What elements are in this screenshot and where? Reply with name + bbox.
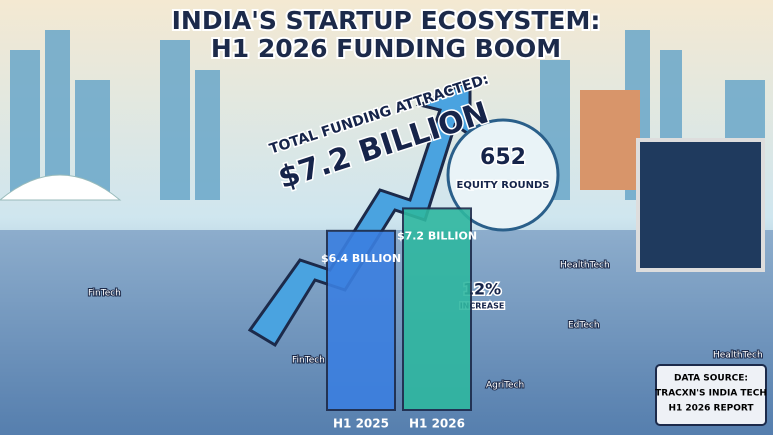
source: H1 2026 REPORT (668, 404, 754, 414)
source: DATA SOURCE: (674, 374, 748, 384)
source: TRACXN'S INDIA TECH (655, 389, 767, 399)
bar (402, 207, 472, 411)
rounds-label: EQUITY ROUNDS (457, 180, 550, 191)
sector: FinTech (292, 356, 325, 366)
screen (636, 138, 765, 272)
source-box (655, 364, 767, 426)
sector: AgriTech (486, 381, 524, 391)
rounds-badge (446, 118, 560, 232)
x-label: H1 2026 (409, 417, 465, 431)
sector: FinTech (88, 289, 121, 299)
sector: HealthTech (713, 351, 763, 361)
bar (326, 229, 396, 411)
india-gate (580, 90, 640, 190)
value-label: $6.4 BILLION (321, 252, 401, 265)
title: H1 2026 FUNDING BOOM (211, 34, 561, 63)
sector: EdTech (568, 321, 600, 331)
title: INDIA'S STARTUP ECOSYSTEM: (172, 6, 601, 35)
value-label: $7.2 BILLION (397, 229, 477, 242)
rounds-count: 652 (480, 145, 526, 170)
x-label: H1 2025 (333, 417, 389, 431)
sector: HealthTech (560, 261, 610, 271)
lotus-temple (0, 174, 122, 201)
